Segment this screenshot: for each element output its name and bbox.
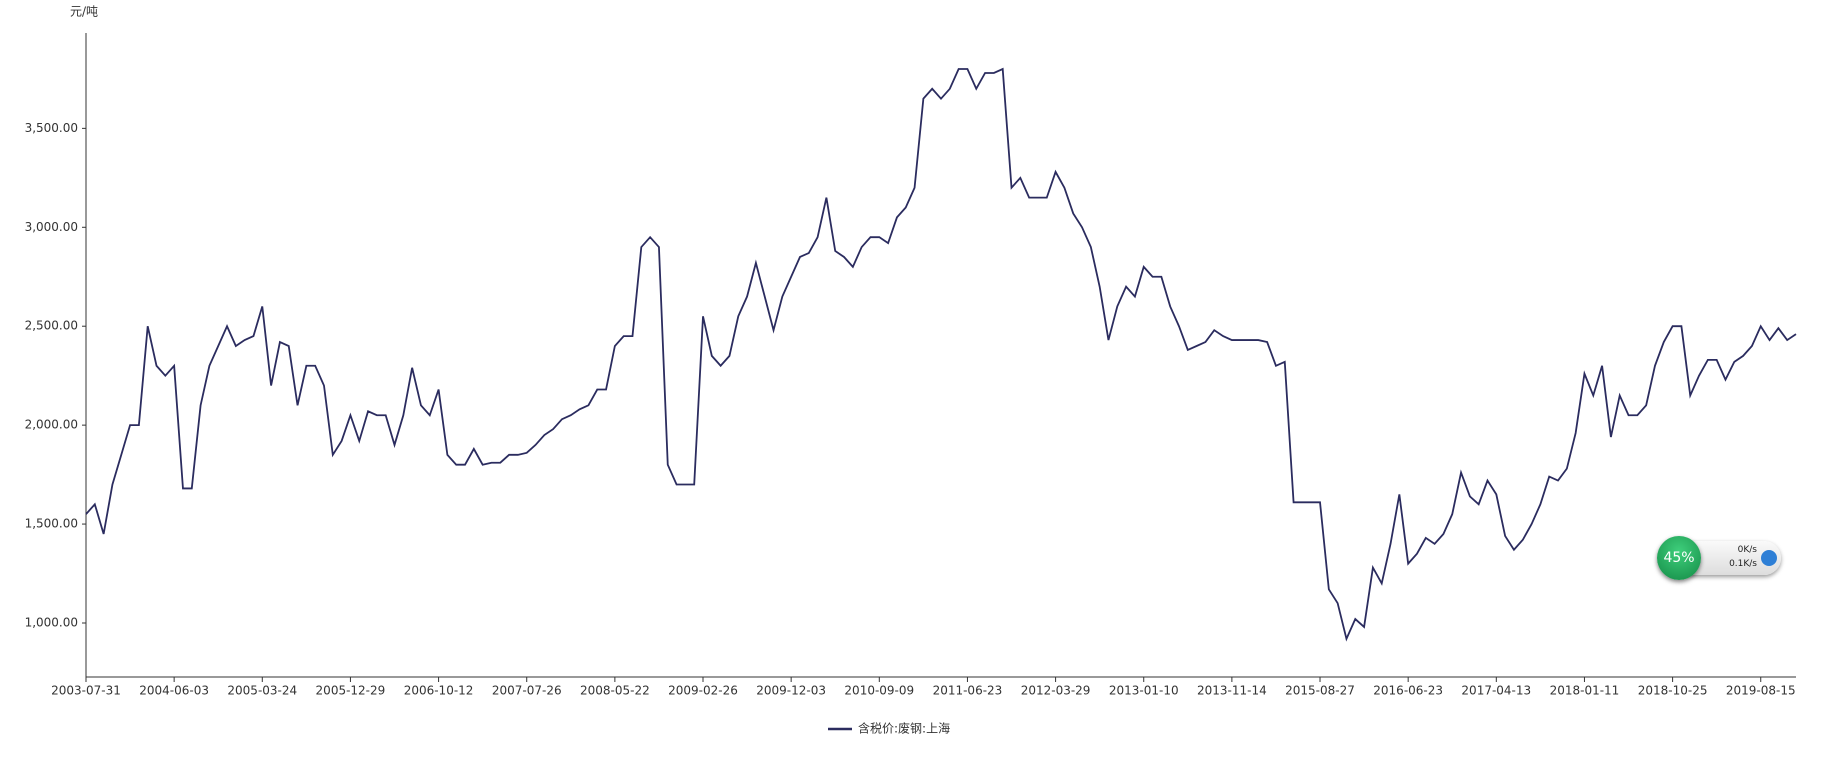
x-tick-label: 2009-12-03: [756, 684, 826, 698]
y-tick-label: 2,500.00: [25, 319, 78, 333]
y-unit: 元/吨: [70, 5, 98, 19]
x-tick-label: 2009-02-26: [668, 684, 738, 698]
x-tick-label: 2018-01-11: [1550, 684, 1620, 698]
x-tick-label: 2013-01-10: [1109, 684, 1179, 698]
x-tick-label: 2004-06-03: [139, 684, 209, 698]
network-widget[interactable]: 45% 0K/s 0.1K/s: [1657, 536, 1783, 580]
x-tick-label: 2003-07-31: [51, 684, 121, 698]
x-tick-label: 2005-03-24: [227, 684, 297, 698]
y-tick-label: 3,500.00: [25, 121, 78, 135]
line-series: [85, 67, 1797, 642]
x-tick-label: 2008-05-22: [580, 684, 650, 698]
y-tick-label: 2,000.00: [25, 418, 78, 432]
y-tick-label: 3,000.00: [25, 220, 78, 234]
widget-upload: 0K/s: [1737, 545, 1757, 555]
x-tick-label: 2011-06-23: [933, 684, 1003, 698]
y-tick-label: 1,000.00: [25, 615, 78, 629]
x-tick-label: 2012-03-29: [1021, 684, 1091, 698]
legend-label: 含税价:废钢:上海: [858, 721, 950, 736]
y-tick-label: 1,500.00: [25, 517, 78, 531]
x-tick-label: 2007-07-26: [492, 684, 562, 698]
x-tick-label: 2010-09-09: [844, 684, 914, 698]
widget-percent: 45%: [1657, 536, 1701, 580]
x-tick-label: 2018-10-25: [1638, 684, 1708, 698]
widget-download: 0.1K/s: [1729, 559, 1757, 569]
x-tick-label: 2006-10-12: [404, 684, 474, 698]
x-tick-label: 2005-12-29: [316, 684, 386, 698]
x-tick-label: 2016-06-23: [1373, 684, 1443, 698]
widget-button[interactable]: [1761, 550, 1777, 566]
x-tick-label: 2019-08-15: [1726, 684, 1796, 698]
x-tick-label: 2013-11-14: [1197, 684, 1267, 698]
x-tick-label: 2015-08-27: [1285, 684, 1355, 698]
x-tick-label: 2017-04-13: [1461, 684, 1531, 698]
